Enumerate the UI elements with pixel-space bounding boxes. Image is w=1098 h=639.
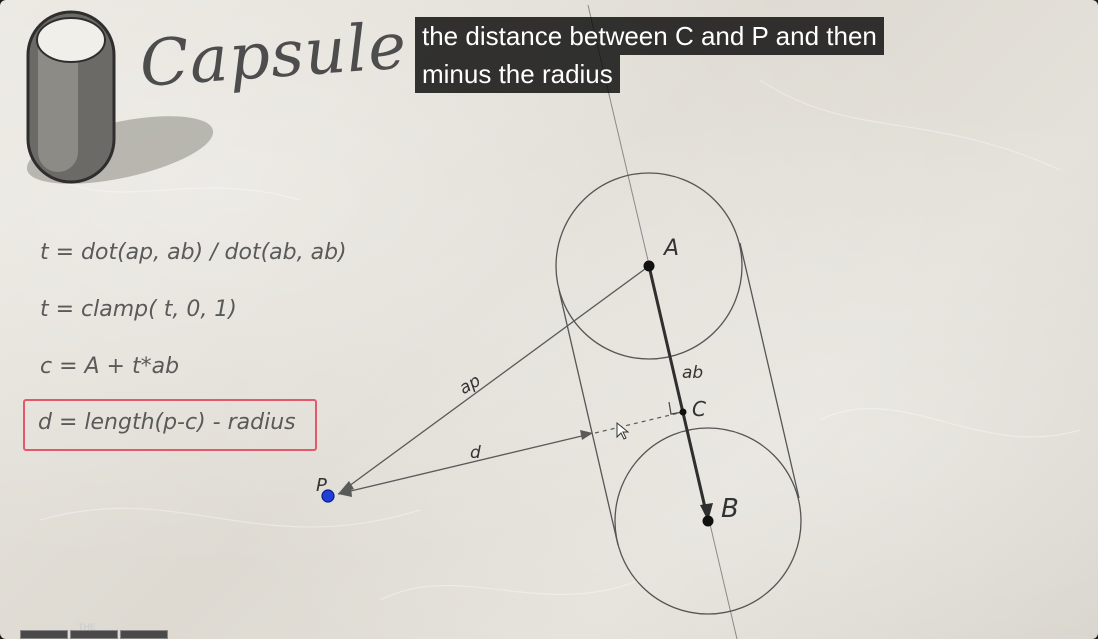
label-ab: ab	[682, 363, 703, 383]
thumbnail-3[interactable]	[120, 630, 168, 639]
point-a	[643, 260, 655, 272]
arrow-ap	[338, 481, 354, 494]
point-c	[679, 408, 687, 416]
thumbnail-strip: THE	[20, 622, 190, 639]
formula-t-clamp: t = clamp( t, 0, 1)	[40, 297, 237, 322]
thumbnail-1[interactable]	[20, 630, 68, 639]
paper-texture	[39, 79, 1081, 601]
arrow-ab	[700, 503, 713, 521]
label-p: P	[316, 475, 327, 496]
formula-distance: d = length(p-c) - radius	[38, 410, 296, 435]
cursor-icon	[616, 421, 630, 440]
formula-c-point: c = A + t*ab	[40, 354, 180, 379]
formula-t-projection: t = dot(ap, ab) / dot(ab, ab)	[40, 240, 347, 265]
capsule-side-left	[558, 289, 619, 546]
circle-b	[614, 427, 802, 615]
label-a: A	[662, 236, 679, 261]
segment-ab	[647, 265, 708, 513]
caption-line-1: the distance between C and P and then	[415, 17, 884, 55]
capsule-icon	[26, 10, 214, 184]
label-d: d	[470, 443, 481, 463]
label-c: C	[692, 397, 706, 421]
vector-d	[337, 434, 587, 495]
capsule-side-right	[739, 242, 800, 499]
caption-line-2: minus the radius	[415, 55, 620, 93]
label-ap: ap	[456, 371, 485, 399]
right-angle-marker	[668, 401, 684, 415]
dashed-pc	[594, 411, 684, 434]
circle-a	[555, 172, 743, 360]
point-p	[321, 489, 335, 503]
vector-ap	[344, 265, 650, 490]
arrow-d-start	[338, 487, 352, 497]
subtitle-caption: the distance between C and P and then mi…	[415, 17, 884, 93]
point-b	[702, 515, 714, 527]
arrow-d	[580, 430, 593, 440]
formula-highlight-box	[23, 399, 317, 451]
thumbnail-label: THE	[78, 622, 96, 632]
label-b: B	[721, 494, 739, 524]
